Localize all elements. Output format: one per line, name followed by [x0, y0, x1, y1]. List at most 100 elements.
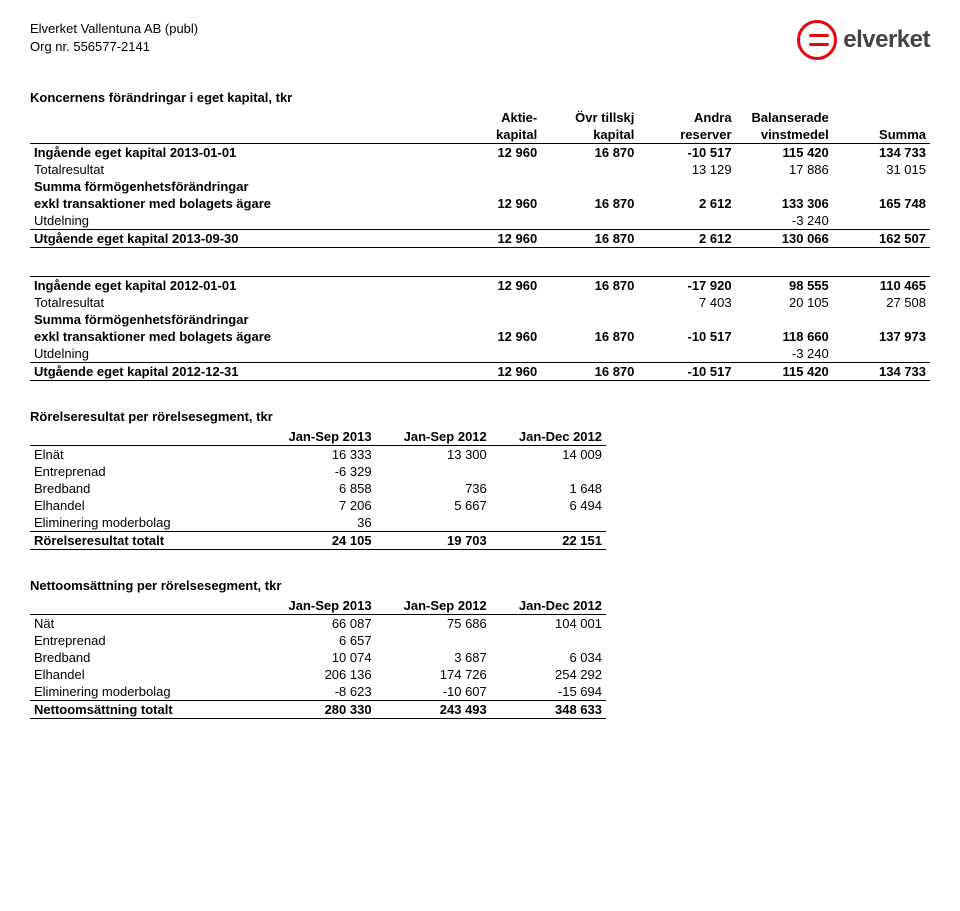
row-label: Elhandel [30, 497, 260, 514]
cell-value [491, 514, 606, 532]
row-label: Utgående eget kapital 2013-09-30 [30, 230, 444, 248]
row-label: Ingående eget kapital 2012-01-01 [30, 277, 444, 295]
row-label: Entreprenad [30, 632, 260, 649]
cell-value [833, 178, 930, 195]
row-label: Utgående eget kapital 2012-12-31 [30, 363, 444, 381]
cell-value: -10 607 [376, 683, 491, 701]
cell-value [638, 178, 735, 195]
cell-value: 1 648 [491, 480, 606, 497]
cell-value: 243 493 [376, 701, 491, 719]
cell-value [444, 345, 541, 363]
row-label: Utdelning [30, 212, 444, 230]
cell-value: 165 748 [833, 195, 930, 212]
cell-value: 20 105 [736, 294, 833, 311]
row-label: Ingående eget kapital 2013-01-01 [30, 144, 444, 162]
row-label: Totalresultat [30, 294, 444, 311]
column-header: Jan-Sep 2012 [376, 428, 491, 446]
row-label: Nettoomsättning totalt [30, 701, 260, 719]
cell-value: 75 686 [376, 615, 491, 633]
row-label: Nät [30, 615, 260, 633]
cell-value: -17 920 [638, 277, 735, 295]
column-header: Övr tillskj [541, 109, 638, 126]
cell-value [736, 311, 833, 328]
column-header [30, 109, 444, 126]
cell-value [541, 311, 638, 328]
cell-value [376, 514, 491, 532]
cell-value: 22 151 [491, 532, 606, 550]
equity-table-title: Koncernens förändringar i eget kapital, … [30, 90, 930, 105]
cell-value: 7 206 [260, 497, 375, 514]
logo-icon [797, 20, 837, 60]
company-name: Elverket Vallentuna AB (publ) [30, 20, 198, 38]
cell-value: 36 [260, 514, 375, 532]
column-header: Jan-Dec 2012 [491, 428, 606, 446]
cell-value: 118 660 [736, 328, 833, 345]
cell-value [833, 311, 930, 328]
cell-value: 27 508 [833, 294, 930, 311]
segment-result-title: Rörelseresultat per rörelsesegment, tkr [30, 409, 930, 424]
cell-value: 348 633 [491, 701, 606, 719]
cell-value [444, 212, 541, 230]
cell-value: 6 657 [260, 632, 375, 649]
cell-value: 12 960 [444, 144, 541, 162]
cell-value: 98 555 [736, 277, 833, 295]
cell-value: 16 870 [541, 230, 638, 248]
cell-value [491, 632, 606, 649]
org-number: Org nr. 556577-2141 [30, 38, 198, 56]
column-header [30, 428, 260, 446]
cell-value [491, 463, 606, 480]
cell-value: 134 733 [833, 144, 930, 162]
cell-value: 134 733 [833, 363, 930, 381]
cell-value: 115 420 [736, 363, 833, 381]
cell-value: 14 009 [491, 446, 606, 464]
cell-value: -8 623 [260, 683, 375, 701]
cell-value: 7 403 [638, 294, 735, 311]
cell-value: 6 494 [491, 497, 606, 514]
cell-value: 24 105 [260, 532, 375, 550]
segment-revenue-title: Nettoomsättning per rörelsesegment, tkr [30, 578, 930, 593]
column-header [833, 109, 930, 126]
logo-text: elverket [843, 26, 930, 54]
company-info: Elverket Vallentuna AB (publ) Org nr. 55… [30, 20, 198, 56]
cell-value: 115 420 [736, 144, 833, 162]
cell-value: 280 330 [260, 701, 375, 719]
cell-value [444, 311, 541, 328]
cell-value: 12 960 [444, 328, 541, 345]
cell-value [541, 161, 638, 178]
cell-value: -3 240 [736, 345, 833, 363]
cell-value: 12 960 [444, 195, 541, 212]
cell-value: 12 960 [444, 363, 541, 381]
cell-value: 66 087 [260, 615, 375, 633]
row-label: Bredband [30, 480, 260, 497]
cell-value [638, 345, 735, 363]
row-label: Rörelseresultat totalt [30, 532, 260, 550]
cell-value: 13 300 [376, 446, 491, 464]
column-header [30, 126, 444, 144]
row-label: Elhandel [30, 666, 260, 683]
cell-value [638, 212, 735, 230]
row-label: exkl transaktioner med bolagets ägare [30, 195, 444, 212]
column-header: reserver [638, 126, 735, 144]
row-label: Bredband [30, 649, 260, 666]
row-label: Totalresultat [30, 161, 444, 178]
cell-value: 736 [376, 480, 491, 497]
cell-value: 19 703 [376, 532, 491, 550]
cell-value [376, 632, 491, 649]
cell-value: -10 517 [638, 363, 735, 381]
cell-value: -10 517 [638, 144, 735, 162]
cell-value: 104 001 [491, 615, 606, 633]
cell-value: 2 612 [638, 195, 735, 212]
cell-value: -3 240 [736, 212, 833, 230]
segment-result-table: Jan-Sep 2013Jan-Sep 2012Jan-Dec 2012Elnä… [30, 428, 606, 550]
cell-value: 16 870 [541, 363, 638, 381]
row-label: Summa förmögenhetsförändringar [30, 311, 444, 328]
cell-value: -10 517 [638, 328, 735, 345]
cell-value [444, 161, 541, 178]
cell-value: 206 136 [260, 666, 375, 683]
segment-revenue-table: Jan-Sep 2013Jan-Sep 2012Jan-Dec 2012Nät6… [30, 597, 606, 719]
column-header: Jan-Sep 2012 [376, 597, 491, 615]
cell-value: 13 129 [638, 161, 735, 178]
cell-value [833, 345, 930, 363]
column-header: Balanserade [736, 109, 833, 126]
column-header: kapital [444, 126, 541, 144]
